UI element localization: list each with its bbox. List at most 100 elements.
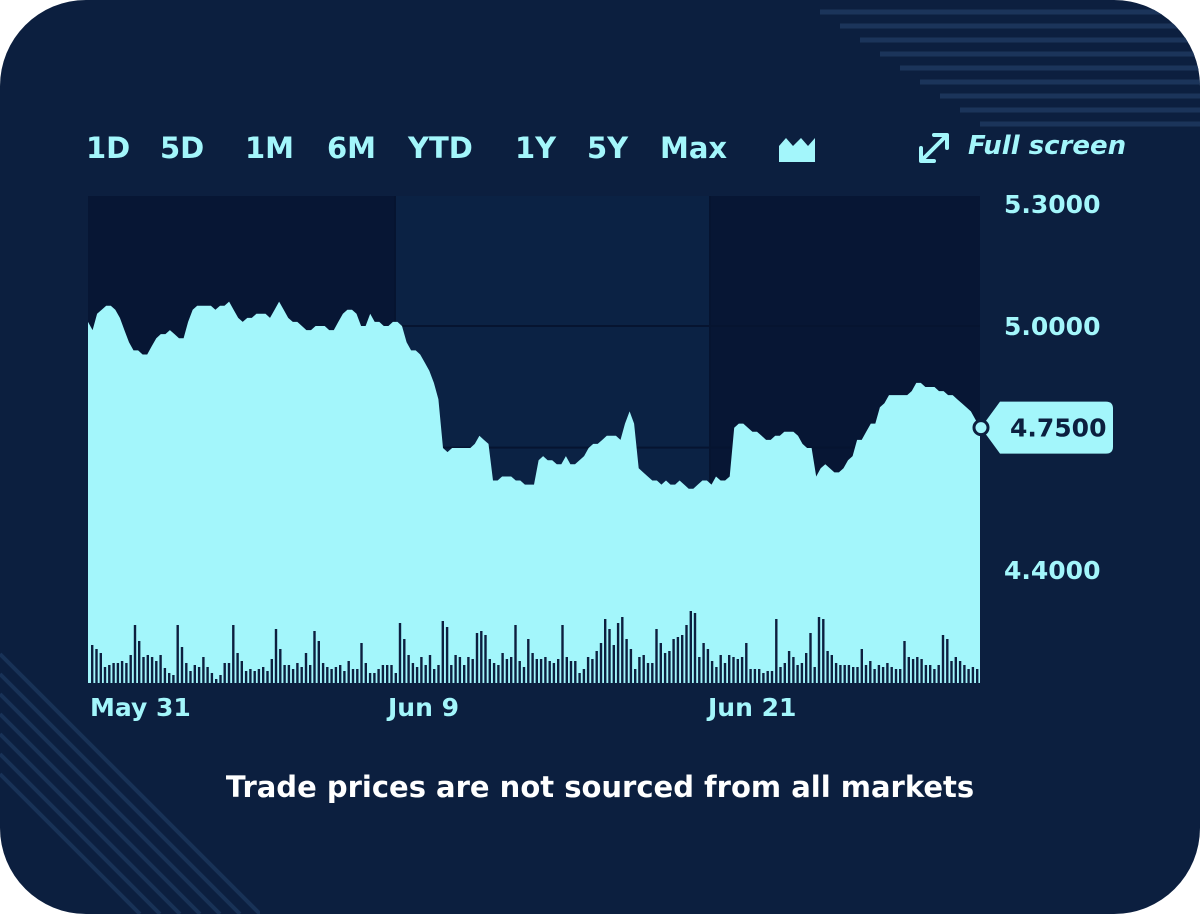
price-area	[88, 301, 980, 683]
volume-bar	[826, 651, 829, 683]
volume-bar	[411, 663, 415, 683]
volume-bar	[257, 669, 261, 683]
volume-bar	[719, 655, 722, 683]
volume-bar	[326, 667, 329, 683]
chart-type-button[interactable]	[778, 134, 816, 164]
y-tick-label: 5.3000	[1004, 190, 1100, 219]
range-ytd-button[interactable]: YTD	[408, 131, 473, 165]
volume-bar	[710, 661, 714, 683]
volume-bar	[291, 669, 295, 683]
x-tick-label: Jun 21	[706, 693, 796, 722]
volume-bar	[903, 641, 906, 683]
volume-bar	[800, 663, 804, 683]
volume-bar	[762, 673, 765, 683]
volume-bar	[672, 639, 675, 683]
volume-bar	[360, 643, 363, 683]
volume-bar	[702, 643, 705, 683]
volume-bar	[693, 613, 697, 683]
volume-bar	[886, 663, 889, 683]
volume-bar	[210, 673, 214, 683]
volume-bar	[309, 665, 312, 683]
volume-bar	[663, 653, 667, 683]
volume-bar	[758, 669, 761, 683]
volume-bar	[766, 671, 769, 683]
volume-bar	[625, 639, 628, 683]
range-5d-button[interactable]: 5D	[160, 131, 205, 165]
volume-bar	[441, 621, 444, 683]
current-price-label: 4.7500	[1010, 414, 1106, 443]
fullscreen-label: Full screen	[968, 131, 1127, 161]
volume-bar	[146, 655, 149, 683]
volume-bar	[775, 619, 778, 683]
volume-bar	[907, 657, 910, 683]
volume-bar	[728, 655, 731, 683]
volume-bar	[386, 665, 389, 683]
volume-bar	[843, 665, 846, 683]
volume-bar	[894, 669, 898, 683]
volume-bar	[458, 657, 462, 683]
volume-bar	[433, 669, 436, 683]
volume-bar	[180, 647, 184, 683]
volume-bar	[578, 673, 581, 683]
volume-bar	[296, 663, 299, 683]
volume-bar	[856, 667, 859, 683]
volume-bar	[91, 645, 94, 683]
volume-bar	[274, 629, 278, 683]
volume-bar	[792, 657, 795, 683]
volume-bar	[557, 659, 560, 683]
volume-bar	[911, 659, 915, 683]
range-6m-button[interactable]: 6M	[327, 131, 377, 165]
volume-bar	[873, 669, 876, 683]
volume-bar	[403, 639, 406, 683]
volume-bar	[941, 635, 945, 683]
volume-bar	[740, 657, 744, 683]
volume-bar	[706, 649, 710, 683]
volume-bar	[488, 659, 491, 683]
volume-bar	[407, 655, 410, 683]
volume-bar	[334, 667, 338, 683]
volume-bar	[330, 669, 333, 683]
volume-bar	[492, 663, 496, 683]
volume-bar	[736, 659, 739, 683]
range-1d-button[interactable]: 1D	[86, 131, 131, 165]
volume-bar	[685, 625, 688, 683]
volume-bar	[215, 679, 218, 683]
volume-bar	[971, 667, 975, 683]
volume-bar	[163, 668, 167, 683]
volume-bar	[681, 635, 684, 683]
volume-bar	[415, 667, 419, 683]
volume-bar	[899, 669, 902, 683]
decorative-stripes-top-right	[820, 9, 1200, 127]
volume-bar	[240, 661, 243, 683]
range-1m-button[interactable]: 1M	[245, 131, 295, 165]
volume-bar	[783, 663, 786, 683]
range-1y-button[interactable]: 1Y	[515, 131, 557, 165]
range-max-button[interactable]: Max	[660, 131, 728, 165]
volume-bar	[125, 663, 128, 683]
volume-bar	[518, 661, 521, 683]
volume-bar	[445, 627, 449, 683]
volume-bar	[920, 659, 923, 683]
volume-bar	[527, 639, 530, 683]
volume-bar	[890, 667, 893, 683]
volume-bar	[197, 667, 201, 683]
volume-bar	[253, 671, 256, 683]
volume-bar	[321, 663, 325, 683]
volume-bar	[424, 665, 427, 683]
volume-bar	[236, 653, 239, 683]
volume-bar	[501, 653, 504, 683]
volume-bar	[475, 633, 479, 683]
volume-bar	[745, 643, 748, 683]
range-5y-button[interactable]: 5Y	[587, 131, 629, 165]
volume-bar	[586, 657, 590, 683]
x-tick-label: May 31	[90, 693, 191, 722]
volume-bar	[356, 669, 359, 683]
volume-bar	[168, 673, 171, 683]
volume-bar	[471, 659, 474, 683]
x-tick-label: Jun 9	[386, 693, 459, 722]
volume-bar	[822, 619, 825, 683]
volume-bar	[129, 655, 132, 683]
volume-bar	[463, 665, 466, 683]
